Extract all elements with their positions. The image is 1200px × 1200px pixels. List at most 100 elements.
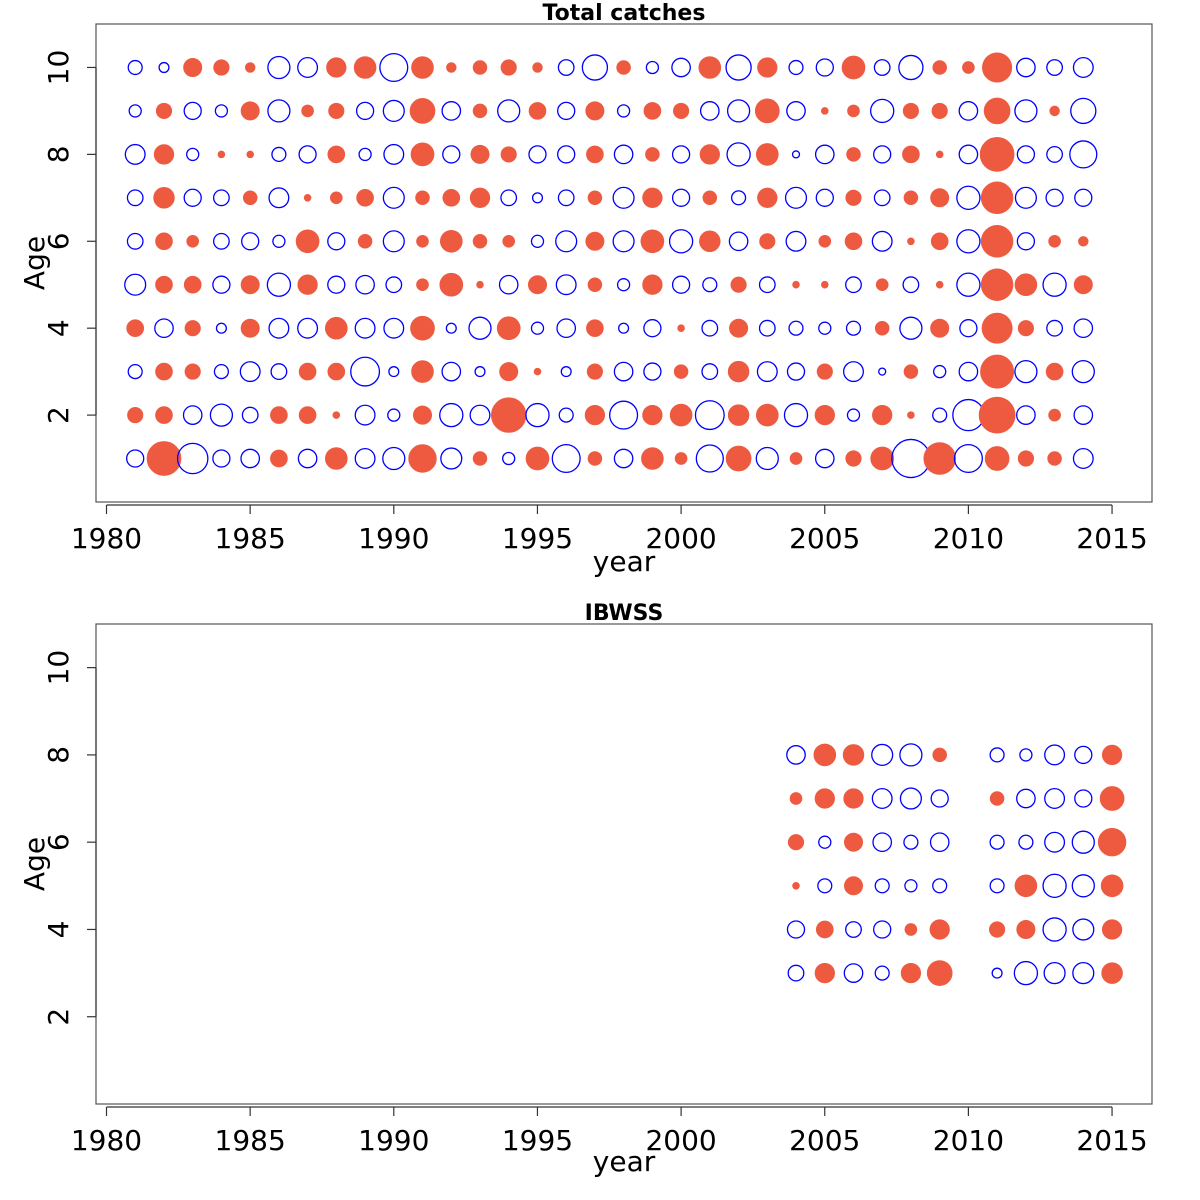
bubble-positive [324,316,348,340]
x-axis: 1980 1985 1990 1995 2000 2005 2010 2015 [71,1106,1148,1157]
bubble-positive [980,181,1014,215]
bubble-positive [411,360,434,383]
bubble-negative [354,448,376,469]
bubble-positive [907,411,915,419]
bubble-negative [1018,834,1034,850]
bubble-negative [815,58,834,77]
bubble-negative [560,366,572,378]
bubble-negative [1016,145,1036,164]
bubble-negative [127,363,143,380]
bubble-positive [903,364,919,379]
bubble-positive [699,144,720,165]
y-axis: 2 4 6 8 10 [42,50,97,424]
bubble-positive [645,147,660,162]
y-axis-label: Age [18,236,51,290]
bubble-negative [555,274,577,296]
bubble-negative [788,320,804,336]
bubble-negative [556,318,577,339]
x-tick-label: 1990 [358,522,429,555]
bubble-negative [212,449,231,468]
bubble-positive [841,55,866,80]
bubble-negative [358,147,372,162]
bubble-negative [613,361,634,382]
bubble-positive [408,444,437,473]
bubble-positive [903,190,919,206]
bubble-negative [297,57,319,78]
bubble-positive [472,103,488,119]
bubble-positive [491,397,527,433]
bubble-negative [613,448,634,469]
bubble-negative [786,920,806,939]
bubble-positive [1045,362,1064,381]
bubble-negative [870,98,895,124]
bubble-positive [1100,874,1124,898]
bubble-positive [153,187,175,209]
bubble-negative [1071,874,1095,898]
bubble-positive [984,446,1010,471]
bubble-negative [726,99,751,123]
bubble-positive [875,278,889,292]
bubble-negative [557,101,576,121]
bubble-negative [671,275,691,294]
y-tick-label: 2 [42,1008,75,1026]
bubble-negative [1043,962,1066,985]
bubble-negative [958,361,979,382]
bubble-positive [935,280,944,289]
y-tick-label: 8 [42,746,75,764]
bubble-negative [728,231,749,252]
bubble-positive [932,747,947,763]
bubble-positive [980,268,1014,301]
bubble-negative [645,60,660,75]
bubble-positive [930,318,950,338]
bubble-positive [533,367,542,376]
bubble-positive [326,57,347,78]
bubble-positive [643,102,662,120]
y-tick-label: 4 [42,319,75,337]
bubble-negative [671,57,691,78]
bubble-positive [930,188,950,208]
bubble-positive [725,445,752,472]
bubble-positive [789,452,803,465]
bubble-positive [757,187,778,208]
bubble-negative [758,276,776,294]
bubble-negative [442,145,461,164]
bubble-negative [956,185,981,210]
bubble-positive [641,447,664,470]
bubble-negative [612,186,635,209]
bubble-negative [212,275,231,294]
y-tick-label: 2 [42,406,75,424]
bubble-positive [727,360,750,383]
bubble-negative [785,230,807,252]
bubble-negative [1069,140,1098,169]
bubble-negative [355,101,375,121]
bubble-negative [212,189,230,207]
y-tick-label: 4 [42,921,75,939]
bubble-negative [1014,186,1037,209]
bubble-negative [498,274,519,295]
bubble-positive [926,960,953,986]
bubble-negative [846,408,861,422]
bubble-negative [873,189,891,207]
bubble-negative [439,402,464,428]
bubble-negative [616,104,631,118]
bubble-negative [154,318,174,339]
bubble-positive [674,452,688,465]
bubble-negative [581,54,609,81]
bubble-negative [929,832,950,853]
bubble-negative [1016,405,1036,425]
y-axis-label: Age [18,837,51,891]
bubble-negative [671,145,691,164]
bubble-negative [500,189,518,207]
bubble-negative [989,878,1005,894]
bubble-negative [354,317,376,339]
bubble-positive [730,276,747,293]
bubble-negative [271,146,287,163]
bubble-negative [873,145,892,164]
bubble-negative [1044,831,1066,853]
bubble-negative [613,144,634,165]
bubble-layer [786,743,1127,986]
bubble-negative [932,407,948,423]
bubble-negative [268,317,290,339]
x-tick-label: 2015 [1076,1124,1147,1157]
bubble-negative [1014,359,1038,384]
